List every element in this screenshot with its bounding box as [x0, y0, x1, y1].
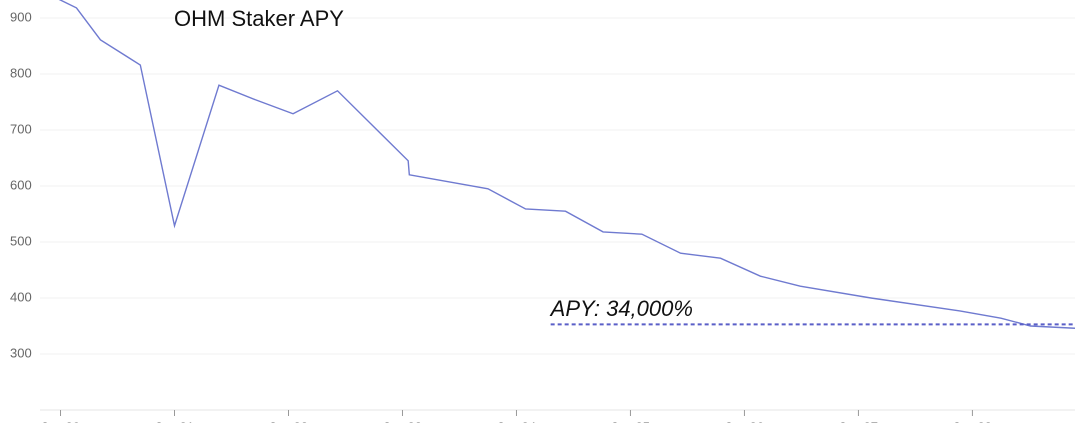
y-tick-label: 600 — [10, 177, 32, 192]
x-tick-label: Jun 21 — [155, 419, 194, 423]
x-tick-label: Jun 25 — [611, 419, 650, 423]
y-tick-label: 300 — [10, 345, 32, 360]
y-tick-label: 400 — [10, 289, 32, 304]
x-tick-label: Jun 27 — [839, 419, 878, 423]
reference-label: APY: 34,000% — [549, 296, 693, 321]
x-tick-label: Jun 23 — [383, 419, 422, 423]
y-tick-label: 800 — [10, 65, 32, 80]
y-tick-label: 900 — [10, 9, 32, 24]
x-tick-label: Jun 20 — [41, 419, 80, 423]
line-series — [58, 0, 1076, 329]
chart-title: OHM Staker APY — [174, 6, 344, 31]
x-tick-label: Jun 24 — [497, 419, 536, 423]
y-tick-label: 700 — [10, 121, 32, 136]
x-tick-label: Jun 22 — [269, 419, 308, 423]
y-tick-label: 500 — [10, 233, 32, 248]
x-tick-label: Jun 26 — [725, 419, 764, 423]
x-tick-label: Jun 28 — [953, 419, 992, 423]
